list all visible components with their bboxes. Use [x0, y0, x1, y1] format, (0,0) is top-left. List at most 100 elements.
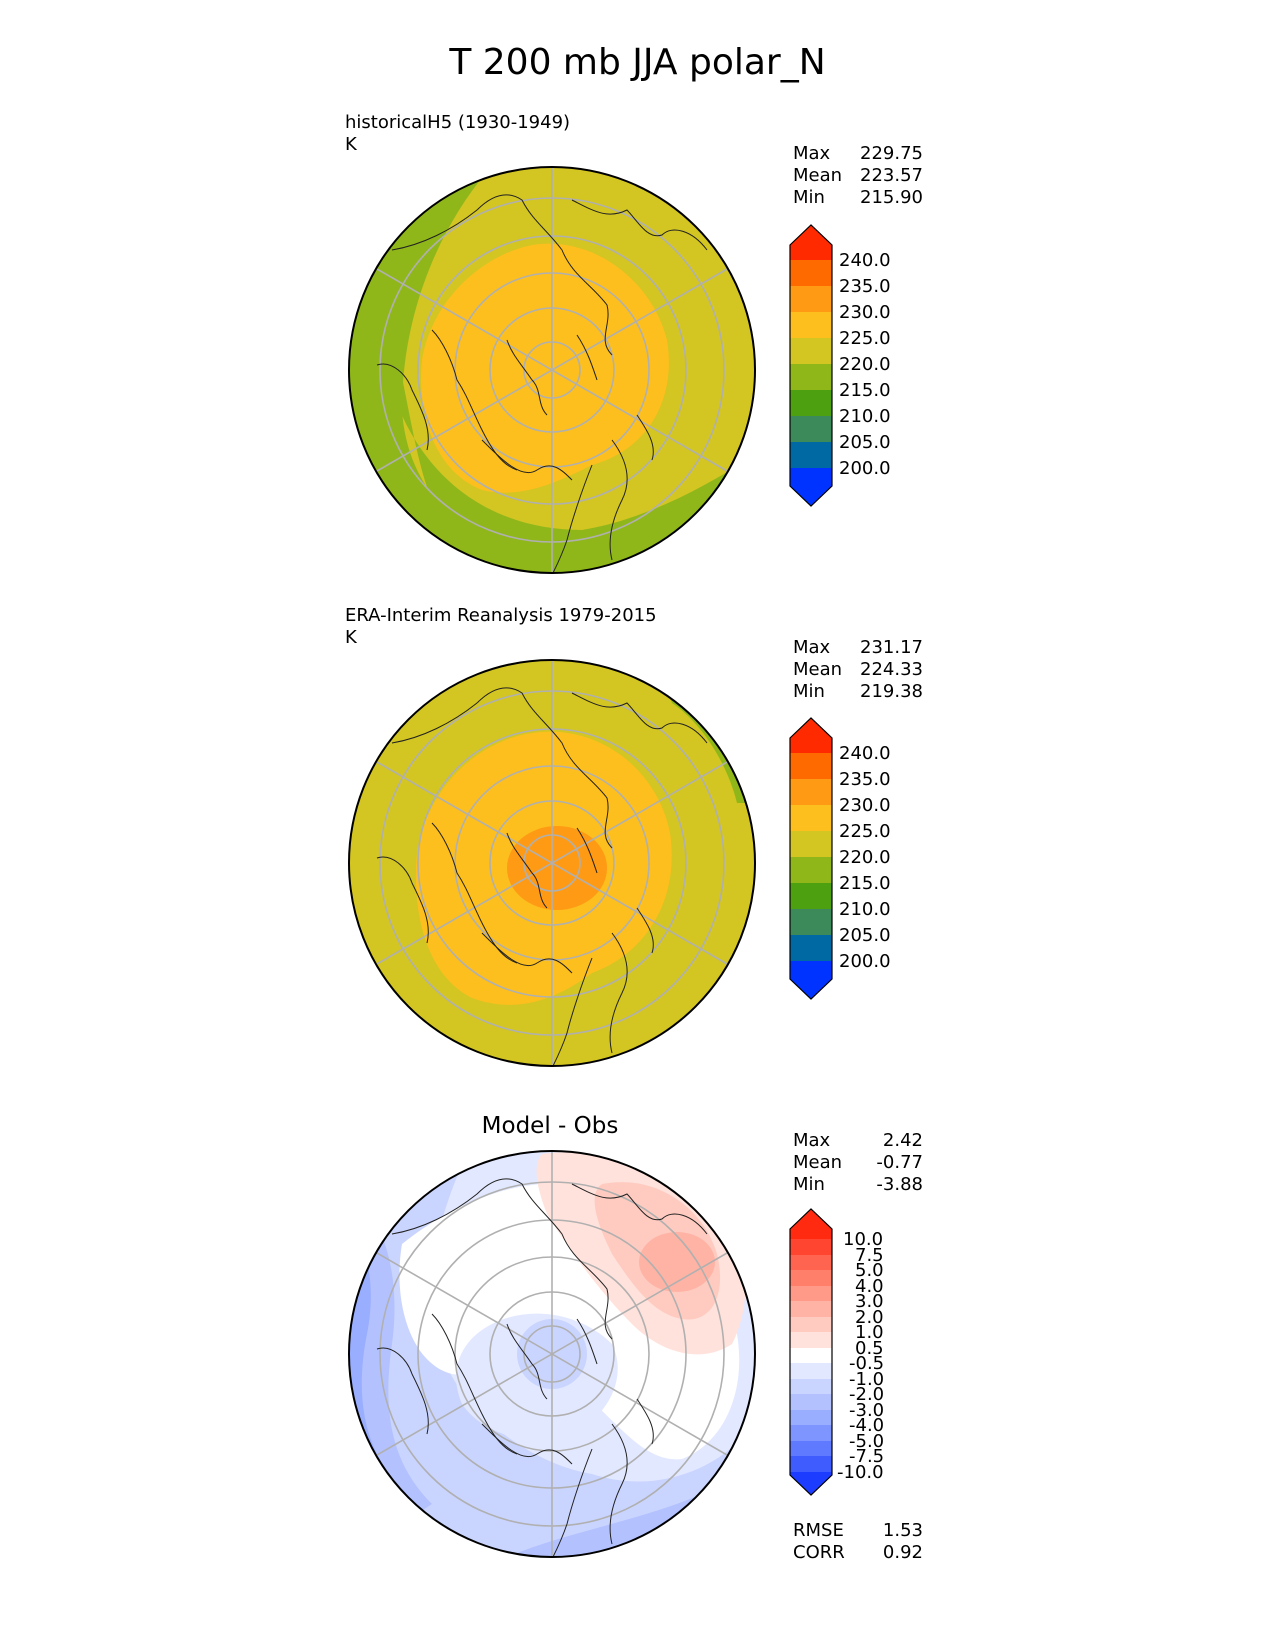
colorbar-swatches [790, 1209, 832, 1495]
swatch-minus4-minus3 [790, 1410, 832, 1425]
stat-mean-label: Mean [793, 165, 843, 186]
cbar-tick: 235.0 [839, 276, 891, 297]
coastlines [376, 1178, 708, 1557]
cbar-tick: 230.0 [839, 795, 891, 816]
swatch-minus7.5-minus5 [790, 1441, 832, 1456]
figure-title: T 200 mb JJA polar_N [449, 42, 826, 83]
cbar-tick: 225.0 [839, 821, 891, 842]
swatch-3-4 [790, 1286, 832, 1301]
swatch-220-225 [790, 831, 832, 857]
panel3-stats: Max 2.42 Mean -0.77 Min -3.88 [793, 1130, 923, 1196]
graticule [369, 660, 735, 1066]
swatch-225-230 [790, 805, 832, 831]
panel2-units: K [345, 627, 357, 648]
swatch-225-230 [790, 312, 832, 338]
cbar-tick: 0.5 [855, 1338, 884, 1359]
panel1-stats: Max 229.75 Mean 223.57 Min 215.90 [793, 143, 923, 209]
panel3-polar-map [348, 1150, 756, 1558]
cbar-tick: -5.0 [849, 1431, 885, 1452]
swatch-200-205 [790, 442, 832, 468]
swatch-220-225 [790, 338, 832, 364]
corr-value: 0.92 [882, 1542, 923, 1563]
cbar-tick: 240.0 [839, 250, 891, 271]
swatch-above-240 [790, 225, 832, 260]
cbar-tick: -0.5 [849, 1353, 885, 1374]
stat-min-label: Min [793, 187, 825, 208]
cbar-tick: 235.0 [839, 769, 891, 790]
swatch-above-10 [790, 1209, 832, 1239]
rmse-value: 1.53 [882, 1520, 923, 1541]
cbar-tick: 205.0 [839, 925, 891, 946]
swatch-minus5-minus4 [790, 1425, 832, 1441]
swatch-minus05-05 [790, 1348, 832, 1363]
cbar-tick: 205.0 [839, 432, 891, 453]
stat-min-value: 215.90 [860, 187, 923, 208]
swatch-2-3 [790, 1301, 832, 1317]
field-230-235 [507, 826, 607, 910]
cbar-tick: 5.0 [855, 1260, 884, 1281]
swatch-235-240 [790, 753, 832, 779]
cbar-tick: 2.0 [855, 1307, 884, 1328]
panel2-polar-map [348, 659, 756, 1067]
swatch-5-7.5 [790, 1255, 832, 1270]
cbar-tick: -2.0 [849, 1384, 885, 1405]
colorbar-swatches [790, 718, 832, 999]
swatch-minus1-minus05 [790, 1363, 832, 1379]
panel2-colorbar [789, 717, 833, 1000]
cbar-tick: 215.0 [839, 873, 891, 894]
cbar-tick: 240.0 [839, 743, 891, 764]
cbar-tick: -4.0 [849, 1415, 885, 1436]
stat-max-label: Max [793, 1130, 831, 1151]
panel1-colorbar [789, 224, 833, 507]
cbar-tick: 210.0 [839, 406, 891, 427]
swatch-205-210 [790, 909, 832, 935]
swatch-below-200 [790, 961, 832, 999]
swatch-below-200 [790, 468, 832, 506]
stat-min-value: 219.38 [860, 681, 923, 702]
cbar-tick: 220.0 [839, 354, 891, 375]
cbar-tick: -10.0 [837, 1462, 884, 1483]
swatch-above-240 [790, 718, 832, 753]
stat-max-label: Max [793, 637, 831, 658]
cbar-tick: 3.0 [855, 1291, 884, 1312]
panel2-title: ERA-Interim Reanalysis 1979-2015 K [345, 605, 657, 649]
swatch-215-220 [790, 364, 832, 390]
cbar-tick: 220.0 [839, 847, 891, 868]
stat-mean-value: -0.77 [876, 1152, 923, 1173]
swatch-7.5-10 [790, 1239, 832, 1255]
colorbar-swatches [790, 225, 832, 506]
cbar-tick: 210.0 [839, 899, 891, 920]
map-boundary [348, 166, 756, 574]
stat-mean-label: Mean [793, 1152, 843, 1173]
swatch-minus3-minus2 [790, 1394, 832, 1410]
rmse-label: RMSE [793, 1520, 844, 1541]
stat-max-value: 229.75 [860, 143, 923, 164]
swatch-05-1 [790, 1332, 832, 1348]
swatch-200-205 [790, 935, 832, 961]
cbar-tick: 225.0 [839, 328, 891, 349]
swatch-below-minus10 [790, 1472, 832, 1495]
field-2-3 [639, 1232, 715, 1292]
panel2-stats: Max 231.17 Mean 224.33 Min 219.38 [793, 637, 923, 703]
swatch-210-215 [790, 883, 832, 909]
swatch-4-5 [790, 1270, 832, 1286]
stat-max-value: 231.17 [860, 637, 923, 658]
graticule [369, 1151, 735, 1557]
map-boundary [348, 1150, 756, 1558]
map-boundary [348, 659, 756, 1067]
swatch-minus2-minus1 [790, 1379, 832, 1394]
panel3-title: Model - Obs [481, 1113, 619, 1139]
coastlines [376, 687, 708, 1066]
cbar-tick: 215.0 [839, 380, 891, 401]
cbar-tick: 200.0 [839, 458, 891, 479]
cbar-tick: -3.0 [849, 1400, 885, 1421]
panel1-title: historicalH5 (1930-1949) K [345, 112, 570, 156]
stat-mean-value: 223.57 [860, 165, 923, 186]
panel1-polar-map [348, 166, 756, 574]
cbar-tick: 7.5 [855, 1245, 884, 1266]
cbar-tick: 1.0 [855, 1322, 884, 1343]
stat-max-value: 2.42 [882, 1130, 923, 1151]
panel3-metrics: RMSE 1.53 CORR 0.92 [793, 1520, 923, 1564]
panel1-units: K [345, 134, 357, 155]
stat-mean-value: 224.33 [860, 659, 923, 680]
